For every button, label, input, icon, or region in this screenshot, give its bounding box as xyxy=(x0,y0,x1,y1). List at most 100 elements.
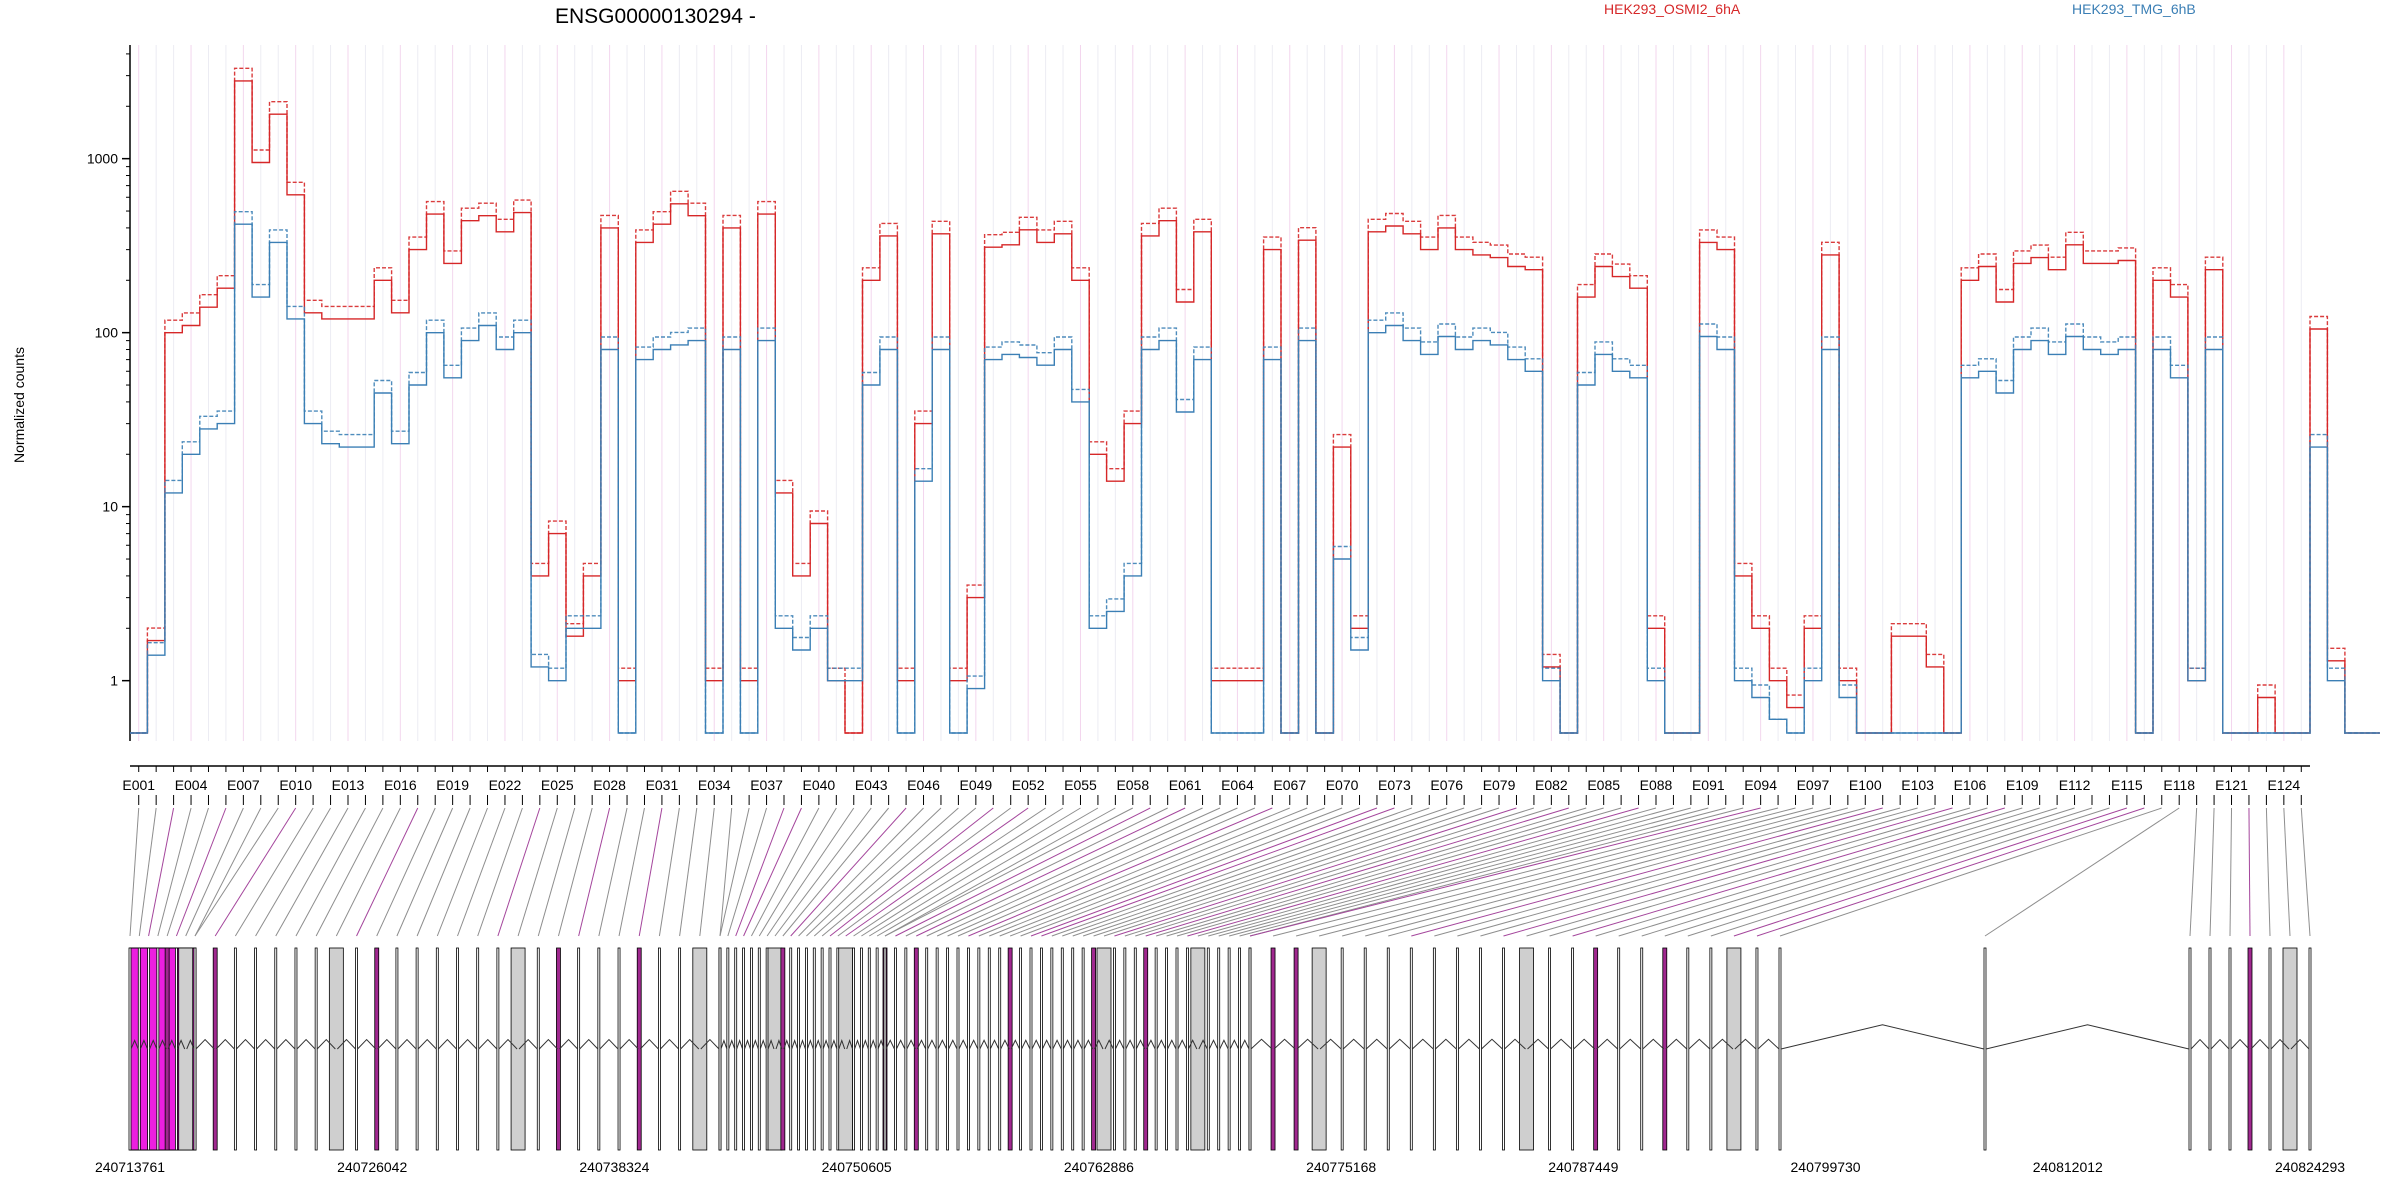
exon-block xyxy=(742,947,745,1151)
exon-connector xyxy=(618,807,645,937)
intron-line xyxy=(1688,1038,1711,1050)
intron-line xyxy=(2230,1038,2250,1050)
intron-line xyxy=(336,1038,356,1050)
exon-connector xyxy=(798,807,924,937)
intron-line xyxy=(1094,1039,1104,1050)
exon-connector xyxy=(517,807,558,937)
intron-line xyxy=(579,1038,599,1050)
exon-connector xyxy=(1457,807,1918,937)
exon-block xyxy=(496,947,500,1151)
exon-connector xyxy=(1295,807,1796,937)
exon-tick-label: E097 xyxy=(1797,777,1830,793)
exon-block xyxy=(1175,947,1179,1151)
exon-connector xyxy=(845,807,1029,937)
exon-connector xyxy=(679,807,698,937)
exon-block xyxy=(1755,947,1759,1151)
genomic-tick-label: 240775168 xyxy=(1306,1159,1376,1175)
exon-connector xyxy=(497,807,541,937)
intron-line xyxy=(979,1039,989,1050)
exon-block xyxy=(828,947,832,1151)
exon-connector xyxy=(978,807,1290,937)
exon-block xyxy=(510,947,526,1151)
exon-block xyxy=(987,947,991,1151)
intron-line xyxy=(149,1039,158,1050)
exon-connector xyxy=(699,807,715,937)
exon-block xyxy=(1479,947,1482,1151)
intron-line xyxy=(478,1038,498,1050)
intron-line xyxy=(195,1038,215,1050)
exon-block xyxy=(820,947,824,1151)
intron-line xyxy=(1573,1038,1595,1050)
exon-block xyxy=(254,947,257,1151)
intron-line xyxy=(1167,1039,1177,1050)
exon-connector xyxy=(175,807,227,937)
exon-connector xyxy=(255,807,331,937)
exon-block xyxy=(967,947,970,1151)
exon-tick-label: E001 xyxy=(122,777,155,793)
exon-block xyxy=(998,947,1002,1151)
intron-line xyxy=(1296,1038,1319,1050)
exon-block xyxy=(875,947,879,1151)
exon-connector xyxy=(1020,807,1360,937)
gene-model xyxy=(128,947,2312,1151)
exon-connector xyxy=(1187,807,1639,937)
intron-line xyxy=(885,1039,895,1050)
intron-line xyxy=(458,1038,478,1050)
exon-connector xyxy=(157,807,192,937)
exon-connector xyxy=(1641,807,2058,937)
intron-line xyxy=(877,1039,885,1050)
intron-line xyxy=(838,1039,846,1050)
intron-line xyxy=(176,1039,186,1050)
intron-line xyxy=(417,1038,437,1050)
intron-line xyxy=(1711,1038,1734,1050)
exon-block xyxy=(577,947,581,1151)
exon-block xyxy=(1726,947,1742,1151)
exon-connector xyxy=(884,807,1116,937)
exon-connector xyxy=(1156,807,1587,937)
y-tick-label: 1000 xyxy=(87,151,118,167)
genomic-tick-label: 240799730 xyxy=(1791,1159,1861,1175)
intron-line xyxy=(1250,1038,1273,1050)
exon-connector xyxy=(214,807,297,937)
exon-block xyxy=(780,947,786,1151)
exon-block xyxy=(1123,947,1127,1151)
exon-block xyxy=(2188,947,2192,1151)
exon-tick-label: E010 xyxy=(279,777,312,793)
exon-block xyxy=(435,947,439,1151)
exon-connector xyxy=(989,807,1308,937)
intron-line xyxy=(130,1039,139,1050)
exon-block xyxy=(678,947,682,1151)
exon-block xyxy=(1571,947,1575,1151)
exon-connector xyxy=(1103,807,1500,937)
exon-tick-label: E037 xyxy=(750,777,783,793)
exon-block xyxy=(956,947,960,1151)
exon-tick-label: E082 xyxy=(1535,777,1568,793)
exon-connector xyxy=(758,807,837,937)
exon-tick-label: E055 xyxy=(1064,777,1097,793)
exon-connector xyxy=(1093,807,1482,937)
exon-connector xyxy=(916,807,1186,937)
intron-line xyxy=(1642,1038,1665,1050)
exon-block xyxy=(1548,947,1551,1151)
intron-line xyxy=(1010,1039,1021,1050)
exon-connector xyxy=(658,807,680,937)
exon-connector xyxy=(1197,807,1657,937)
exon-block xyxy=(883,947,887,1151)
exon-tick-label: E088 xyxy=(1640,777,1673,793)
exon-block xyxy=(536,947,540,1151)
exon-tick-label: E112 xyxy=(2059,777,2091,793)
intron-line xyxy=(2190,1038,2210,1050)
intron-line xyxy=(139,1039,149,1050)
exon-connector xyxy=(1342,807,1831,937)
exon-block xyxy=(805,947,808,1151)
intron-line xyxy=(1041,1039,1052,1050)
exon-block xyxy=(1096,947,1112,1151)
exon-connector xyxy=(1166,807,1604,937)
exon-tick-label: E013 xyxy=(332,777,365,793)
intron-line xyxy=(916,1039,927,1050)
exon-connector xyxy=(1984,807,2180,937)
exon-block xyxy=(456,947,459,1151)
exon-block xyxy=(1640,947,1644,1151)
exon-connector xyxy=(1664,807,2075,937)
intron-line xyxy=(1596,1038,1619,1050)
